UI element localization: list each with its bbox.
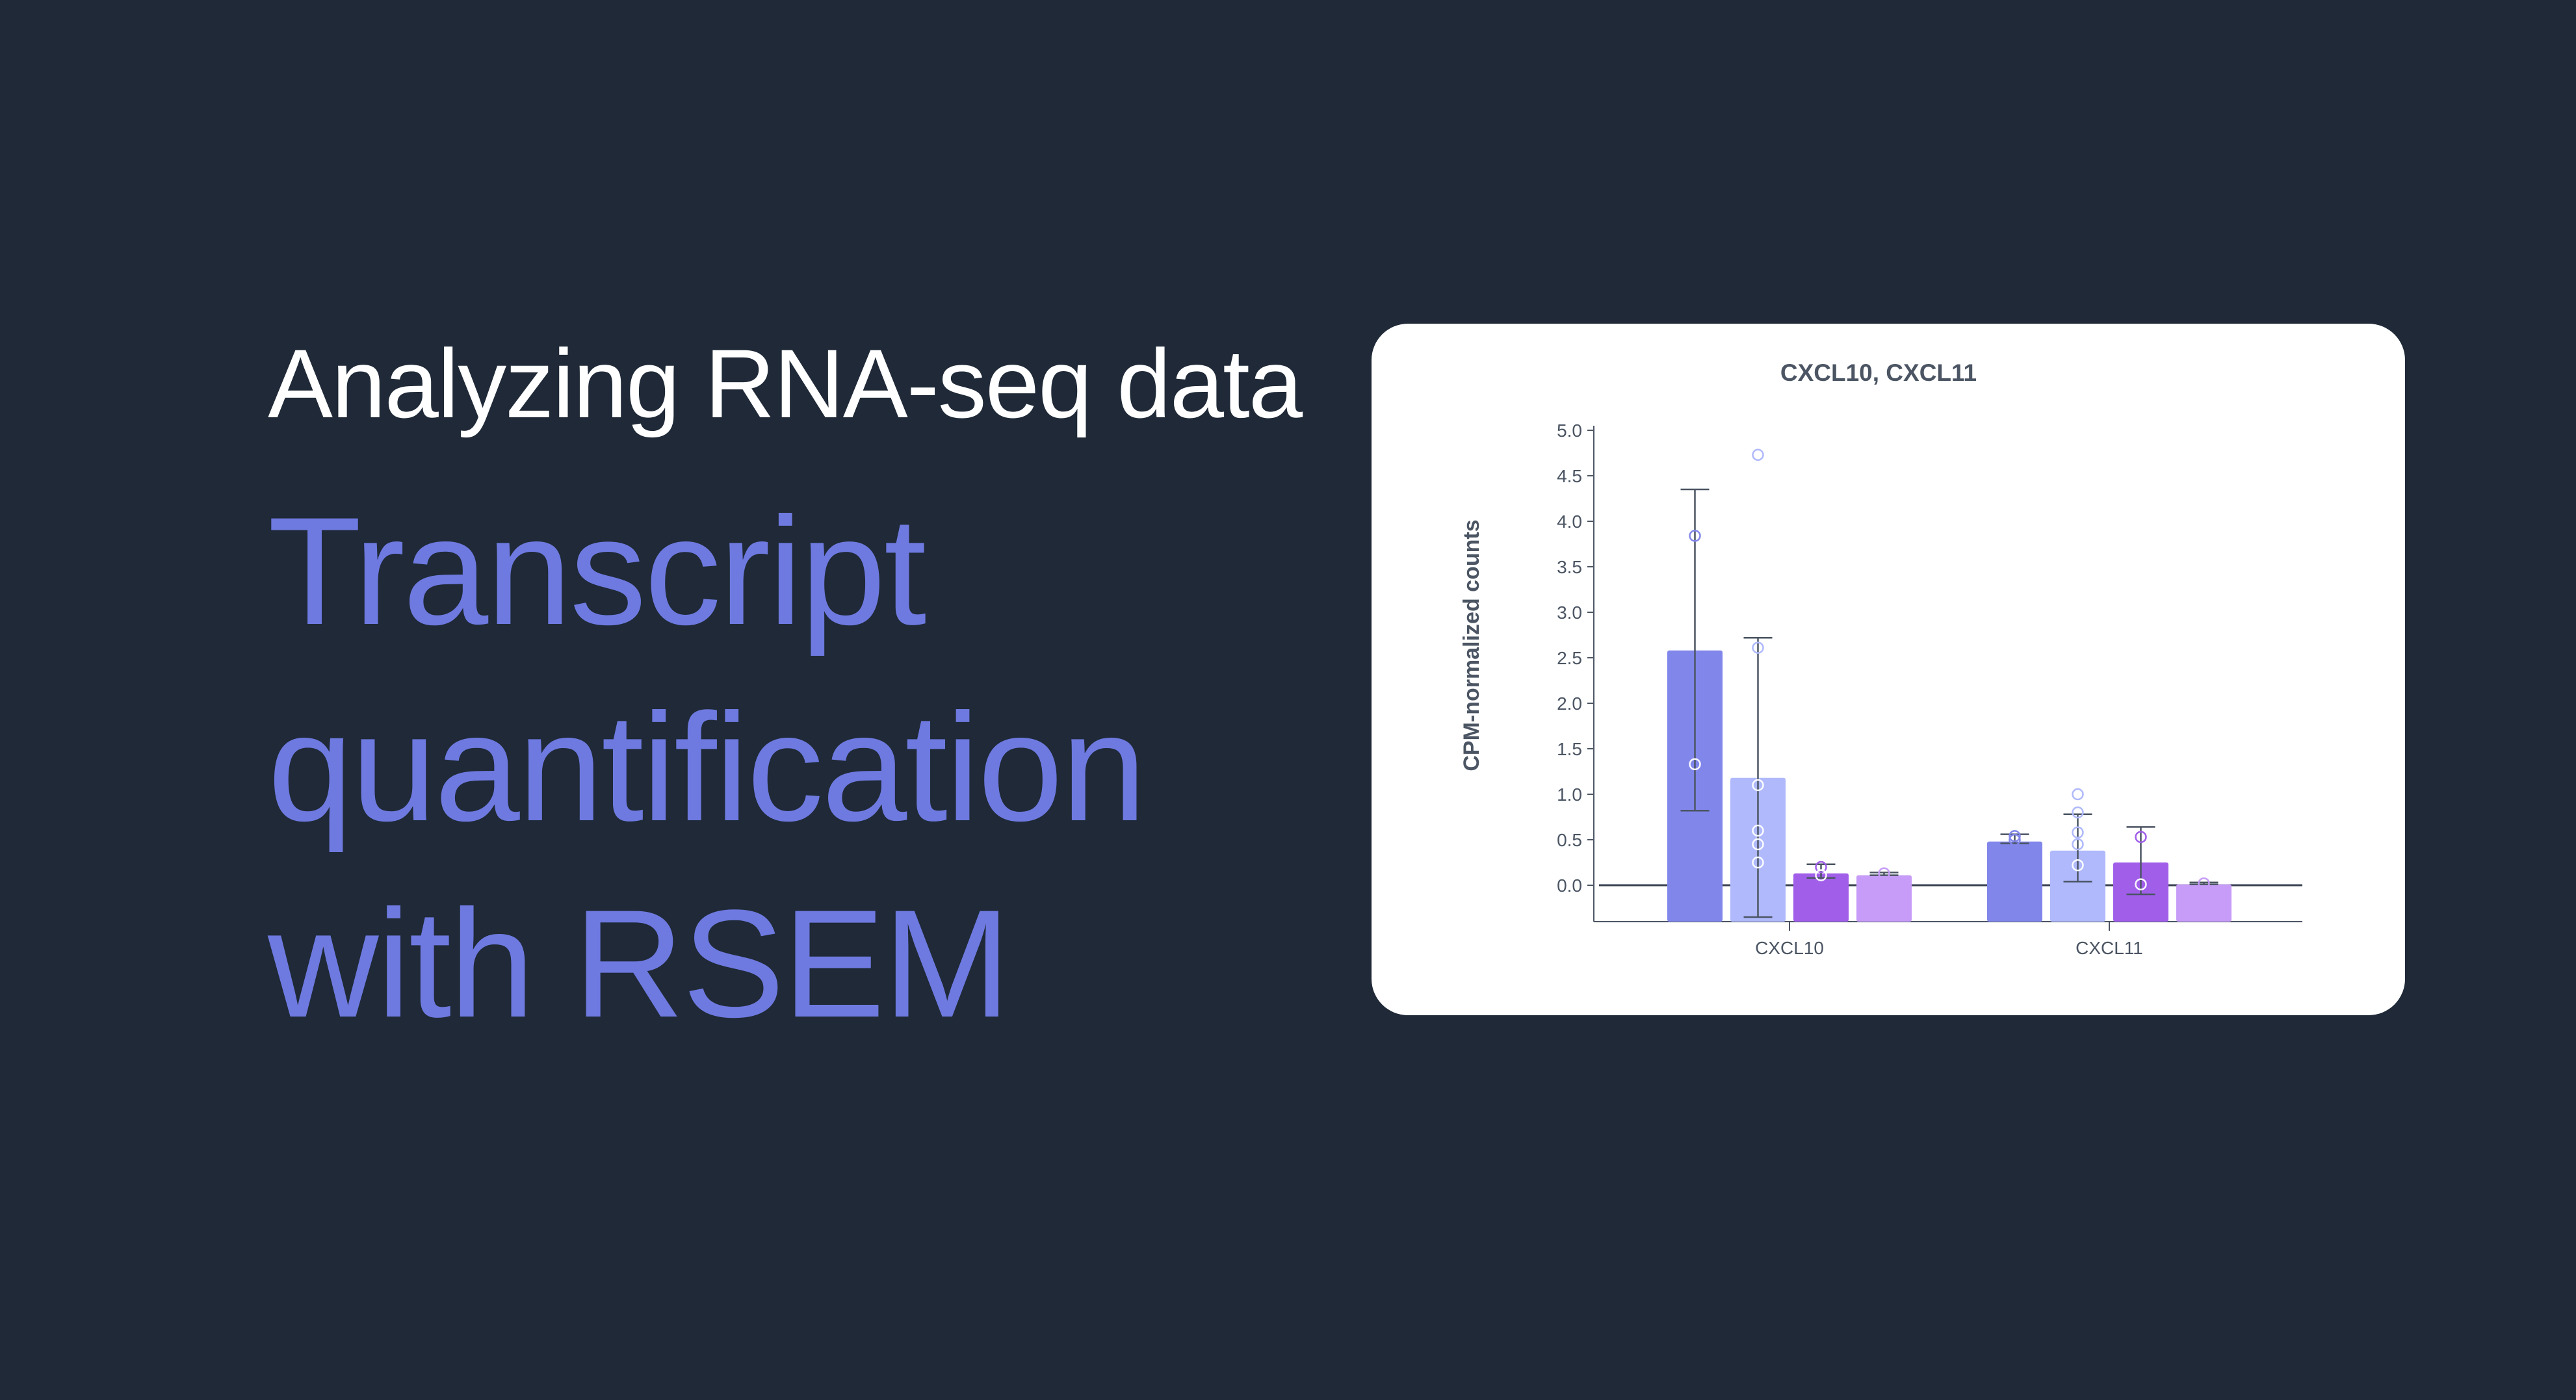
x-tick-label: CXCL10 [1755, 938, 1824, 958]
bar [1793, 873, 1849, 922]
headline-line: Transcript [268, 486, 926, 657]
y-tick-label: 2.5 [1557, 648, 1582, 668]
data-point [2072, 826, 2084, 839]
y-tick-label: 1.5 [1557, 739, 1582, 759]
y-tick-label: 0.5 [1557, 830, 1582, 850]
data-point [1752, 642, 1764, 654]
data-point [2198, 877, 2210, 890]
bar [2176, 884, 2231, 922]
data-point [2072, 788, 2084, 801]
data-point [1689, 530, 1701, 542]
data-point [1815, 861, 1827, 874]
bar [1987, 841, 2042, 922]
y-tick-label: 0.0 [1557, 875, 1582, 896]
data-point [2009, 833, 2021, 846]
chart-title: CXCL10, CXCL11 [1780, 359, 1977, 386]
data-point [1752, 838, 1764, 851]
data-point [2072, 859, 2084, 872]
y-tick-label: 1.0 [1557, 784, 1582, 805]
hero-text: Analyzing RNA-seq data Transcript quanti… [268, 325, 1334, 1062]
data-point [2072, 838, 2084, 851]
data-point [1752, 779, 1764, 792]
headline-line: with RSEM [268, 878, 1011, 1050]
data-point [1752, 448, 1764, 461]
error-bars [1680, 488, 2218, 918]
y-tick-label: 5.0 [1557, 421, 1582, 441]
data-point [1752, 824, 1764, 837]
y-tick-label: 4.5 [1557, 466, 1582, 486]
y-tick-label: 4.0 [1557, 512, 1582, 532]
headline-title: Transcript quantification with RSEM [268, 473, 1334, 1062]
data-point [2009, 830, 2021, 842]
x-tick-label: CXCL11 [2075, 938, 2143, 958]
bar [2050, 850, 2105, 922]
data-point [2072, 806, 2084, 819]
headline-line: quantification [268, 682, 1147, 854]
data-point [1689, 758, 1701, 771]
data-point [2135, 878, 2147, 890]
data-point [1815, 869, 1827, 881]
y-tick-label: 3.5 [1557, 557, 1582, 577]
bars [1667, 650, 2231, 922]
chart-card: CXCL10, CXCL11 CPM-normalized counts 0.0… [1372, 324, 2405, 1015]
y-tick-label: 3.0 [1557, 603, 1582, 623]
data-point [1878, 867, 1890, 880]
data-points [1689, 448, 2210, 890]
bar-chart: CXCL10, CXCL11 CPM-normalized counts 0.0… [1459, 359, 2302, 958]
bar [1856, 875, 1912, 922]
y-tick-label: 2.0 [1557, 694, 1582, 714]
eyebrow-title: Analyzing RNA-seq data [268, 329, 1303, 438]
data-point [1752, 856, 1764, 869]
y-axis-label: CPM-normalized counts [1459, 519, 1484, 771]
data-point [2135, 831, 2147, 844]
